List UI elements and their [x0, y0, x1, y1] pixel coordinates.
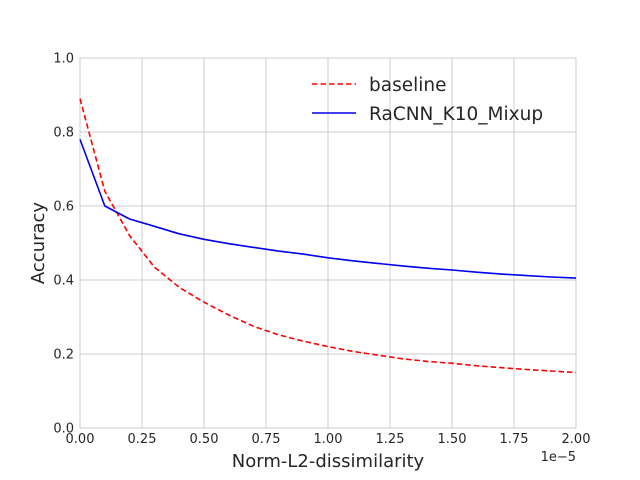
y-tick-label: 1.0 — [53, 52, 74, 67]
x-tick-label: 1.25 — [376, 432, 405, 447]
x-tick-label: 0.25 — [128, 432, 157, 447]
plot-frame — [79, 57, 577, 429]
y-tick-label: 0.2 — [53, 348, 74, 363]
x-axis-label: Norm-L2-dissimilarity — [232, 451, 425, 472]
series-line-racnn-k10-mixup — [79, 139, 577, 279]
y-tick-label: 0.6 — [53, 200, 74, 215]
x-tick-label: 1.00 — [314, 432, 343, 447]
x-axis-ticks: 0.00 0.25 0.50 0.75 1.00 1.25 1.50 1.75 2.00 — [66, 432, 591, 447]
x-tick-label: 0.50 — [190, 432, 219, 447]
legend: baseline RaCNN_K10_Mixup — [312, 75, 543, 125]
series-line-baseline — [79, 98, 577, 374]
y-axis-label: Accuracy — [28, 202, 49, 285]
x-tick-label: 2.00 — [562, 432, 591, 447]
x-tick-label: 1.75 — [500, 432, 529, 447]
y-axis-ticks: 0.0 0.2 0.4 0.6 0.8 1.0 — [53, 52, 74, 437]
x-axis-offset-label: 1e−5 — [541, 450, 576, 465]
grid — [79, 57, 577, 429]
legend-label: baseline — [369, 75, 447, 96]
y-tick-label: 0.0 — [53, 422, 74, 437]
x-tick-label: 0.00 — [66, 432, 95, 447]
legend-label: RaCNN_K10_Mixup — [369, 104, 543, 125]
x-tick-label: 0.75 — [252, 432, 281, 447]
y-tick-label: 0.8 — [53, 126, 74, 141]
series-lines — [79, 98, 577, 374]
x-tick-label: 1.50 — [438, 432, 467, 447]
y-tick-label: 0.4 — [53, 274, 74, 289]
